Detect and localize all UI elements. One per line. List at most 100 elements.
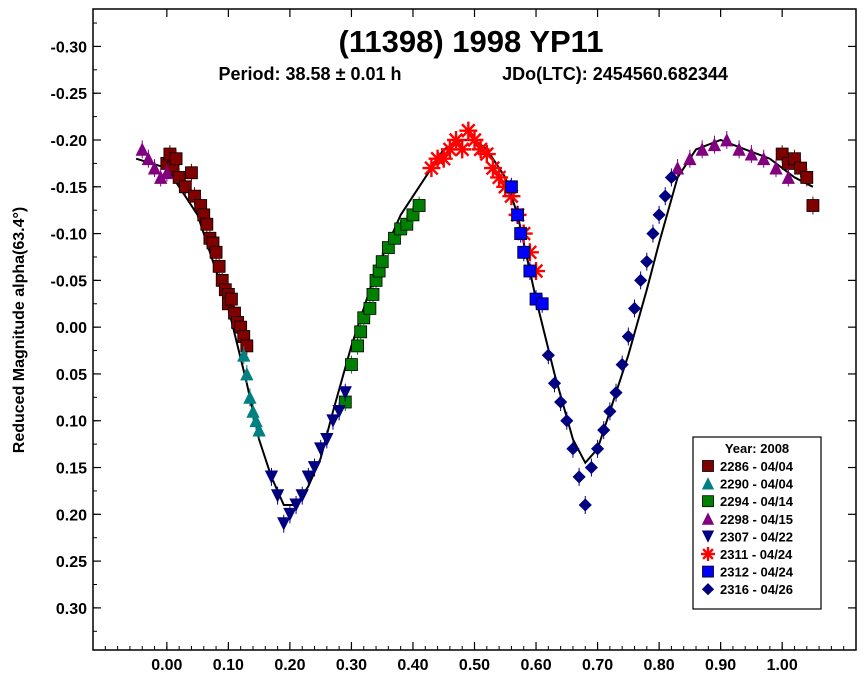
y-tick-label: 0.20 [56,507,87,524]
legend-marker [701,530,715,543]
legend-label: 2311 - 04/24 [720,547,793,562]
data-point [590,442,605,456]
legend-marker [701,547,715,561]
chart-title: (11398) 1998 YP11 [339,24,604,59]
x-tick-label: 0.20 [274,657,305,674]
x-tick-label: 1.00 [767,657,798,674]
data-point [535,297,549,311]
y-tick-label: 0.10 [56,414,87,431]
data-point [375,255,389,269]
x-tick-label: 0.60 [520,657,551,674]
data-point [366,288,380,301]
data-point [332,404,346,419]
legend-label: 2286 - 04/04 [720,459,794,474]
y-tick-label: -0.25 [51,86,88,103]
y-tick-label: -0.30 [51,39,88,56]
data-point [683,151,697,166]
data-point [237,348,251,362]
x-tick-label: 0.50 [459,657,490,674]
data-point [354,325,368,339]
y-tick-label: 0.25 [56,554,87,571]
data-point [459,121,478,140]
data-point [351,339,364,353]
legend-label: 2298 - 04/15 [720,512,793,527]
data-point [554,395,568,409]
data-point [572,470,586,484]
data-point [707,137,722,152]
data-point [295,489,309,503]
y-tick-label: -0.20 [51,133,88,150]
data-point [289,498,303,512]
data-point [490,168,509,187]
data-point [345,358,358,371]
data-point [264,470,279,484]
y-tick-label: -0.05 [51,273,88,290]
data-point [225,292,238,306]
data-point [658,189,672,203]
data-point [670,161,685,175]
data-point [514,227,528,240]
data-point [453,140,472,159]
data-point [209,245,223,259]
data-point [465,131,484,150]
data-point [652,208,666,222]
data-point [447,131,466,150]
data-point [505,180,518,194]
legend-label: 2294 - 04/14 [720,494,794,509]
data-point [243,390,257,404]
legend-items: 2286 - 04/04 2290 - 04/04 2294 - 04/14 2298… [701,459,794,597]
legend-label: 2316 - 04/26 [720,582,793,597]
data-point [547,376,562,390]
data-point [615,358,629,372]
legend-label: 2312 - 04/24 [720,565,794,580]
data-point [169,152,183,166]
data-point [240,367,254,381]
data-point [283,507,297,522]
x-tick-label: 0.00 [151,657,182,674]
data-point [640,255,654,269]
legend-marker [701,512,715,525]
legend-label: 2290 - 04/04 [720,477,794,492]
data-point [634,273,648,287]
data-point [212,259,226,273]
data-point [732,142,746,156]
data-point [434,149,453,168]
y-tick-label: -0.10 [51,227,88,244]
data-point [511,208,524,222]
data-point [621,329,635,344]
data-points [135,121,820,533]
data-point [578,498,592,512]
data-point [523,264,537,278]
legend-box [692,436,822,610]
legend: Year: 2008 2286 - 04/04 2290 - 04/04 2294 … [692,436,822,610]
data-point [609,386,623,400]
data-point [517,245,531,259]
y-tick-label: 0.05 [56,367,87,384]
chart-subtitle-epoch: JDo(LTC): 2454560.682344 [502,64,728,84]
y-axis-ticks: -0.30 -0.25 -0.20 -0.15 -0.10 -0.05 0.00 0.05 0.… [51,22,856,632]
data-point [744,147,759,161]
data-point [627,301,642,316]
data-point [757,151,771,166]
x-tick-label: 0.30 [336,657,367,674]
data-point [147,161,162,175]
data-point [141,151,156,166]
legend-label: 2307 - 04/22 [720,529,793,544]
data-point [806,199,820,212]
data-point [646,227,660,241]
legend-marker [702,460,714,472]
data-point [781,170,795,184]
data-point [320,433,334,447]
data-point [800,171,814,184]
chart-subtitle-period: Period: 38.58 ± 0.01 h [219,64,402,84]
data-point [541,348,555,362]
data-point [326,414,340,428]
data-point [566,442,580,456]
x-tick-label: 0.70 [582,657,613,674]
data-point [185,166,198,180]
x-tick-label: 0.40 [397,657,428,674]
data-point [363,302,377,315]
x-axis-ticks: 0.00 0.10 0.20 0.30 0.40 0.50 0.60 0.70 0.80 0.90… [104,9,845,674]
y-tick-label: 0.15 [56,461,87,478]
data-point [695,142,709,156]
